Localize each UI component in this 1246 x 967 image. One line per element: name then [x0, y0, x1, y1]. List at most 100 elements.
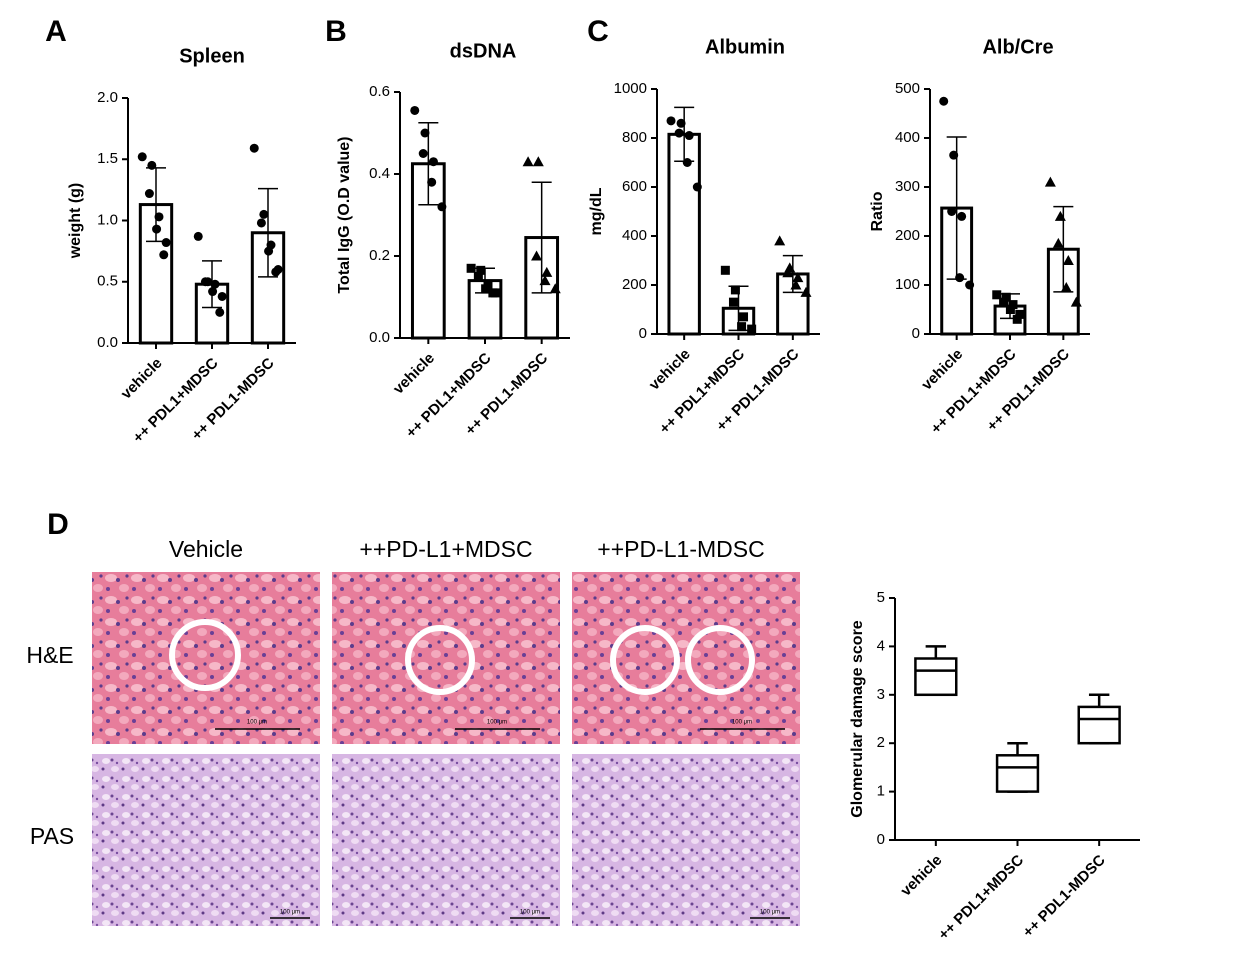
data-point — [488, 288, 498, 298]
data-point — [792, 272, 804, 283]
y-tick-label: 2 — [877, 734, 885, 751]
y-axis-label: weight (g) — [67, 183, 84, 260]
x-tick-label: ++ PDL1+MDSC — [935, 852, 1027, 944]
y-tick-label: 1000 — [614, 80, 647, 97]
data-point — [420, 128, 430, 138]
row-label: PAS — [30, 823, 74, 849]
data-point — [730, 285, 740, 295]
data-point — [782, 267, 794, 278]
data-point — [965, 280, 975, 290]
data-point — [1012, 314, 1022, 324]
data-point — [532, 156, 544, 167]
data-point — [999, 297, 1009, 307]
box — [995, 754, 1040, 793]
data-point — [418, 149, 428, 158]
data-point — [193, 231, 203, 241]
box — [1077, 705, 1121, 745]
error-bar — [418, 122, 439, 206]
data-point — [747, 324, 757, 334]
glomerulus — [610, 625, 680, 695]
he-image — [92, 572, 320, 744]
scale-bar-label: 100 μm — [760, 910, 780, 916]
data-point — [147, 160, 157, 170]
data-point — [957, 211, 967, 221]
data-point — [1008, 300, 1018, 310]
data-point — [674, 128, 684, 138]
data-point — [264, 246, 274, 256]
y-tick-label: 5 — [877, 589, 885, 606]
scale-bar-label: 100 μm — [732, 720, 752, 726]
data-point — [1044, 176, 1056, 187]
panel-label: A — [45, 15, 67, 48]
y-tick-label: 400 — [895, 129, 920, 146]
data-point — [476, 265, 486, 275]
pas-image — [92, 754, 320, 926]
data-point — [692, 182, 702, 192]
y-axis-label: mg/dL — [588, 187, 605, 235]
data-point — [1005, 305, 1015, 314]
data-point — [208, 287, 218, 297]
scale-bars: 100 μm 100 μm 100 μm 100 μm 100 μm 100 μ… — [215, 720, 790, 919]
histology-images — [92, 572, 800, 926]
data-point — [1015, 309, 1025, 319]
y-tick-label: 300 — [895, 178, 920, 195]
data-point — [720, 265, 730, 275]
y-tick-label: 500 — [895, 80, 920, 97]
x-tick-label: vehicle — [897, 852, 945, 900]
data-point — [256, 218, 266, 228]
column-label: Vehicle — [169, 536, 243, 562]
y-tick-label: 3 — [877, 686, 885, 703]
y-axis-label: Total IgG (O.D value) — [336, 136, 353, 293]
data-point — [666, 116, 676, 126]
y-tick-label: 800 — [622, 129, 647, 146]
data-point — [137, 152, 147, 162]
y-tick-label: 0 — [639, 325, 647, 342]
column-label: ++PD-L1+MDSC — [359, 536, 532, 562]
y-tick-label: 0.2 — [369, 247, 390, 264]
data-point — [410, 105, 420, 115]
data-point — [539, 275, 551, 286]
data-point — [1070, 296, 1082, 307]
data-point — [259, 209, 269, 219]
data-point — [947, 207, 957, 216]
x-tick-label: vehicle — [918, 346, 966, 394]
data-point — [152, 224, 162, 234]
data-point — [549, 283, 561, 294]
y-tick-label: 400 — [622, 227, 647, 244]
data-point — [200, 277, 210, 287]
y-tick-label: 0.5 — [97, 273, 118, 290]
data-point — [800, 286, 812, 297]
data-point — [481, 284, 491, 294]
data-point — [473, 272, 483, 281]
pas-image — [332, 754, 560, 926]
scale-bar-label: 100 μm — [520, 910, 540, 916]
chart-title: Albumin — [705, 36, 785, 58]
he-image — [332, 572, 560, 744]
data-point — [1052, 237, 1064, 248]
glomerulus — [685, 625, 755, 695]
data-point — [210, 279, 220, 289]
scale-bar-label: 100 μm — [487, 720, 507, 726]
y-tick-label: 1.0 — [97, 211, 118, 228]
panel-label: C — [587, 15, 609, 48]
pas-image — [572, 754, 800, 926]
y-axis-label: Ratio — [869, 191, 886, 231]
x-tick-label: ++ PDL1-MDSC — [1020, 852, 1109, 941]
data-point — [271, 267, 281, 277]
y-tick-label: 600 — [622, 178, 647, 195]
y-tick-label: 2.0 — [97, 89, 118, 106]
y-tick-label: 200 — [895, 227, 920, 244]
panel-label: B — [325, 15, 347, 48]
y-tick-label: 0.4 — [369, 165, 390, 182]
data-point — [437, 202, 447, 212]
data-point — [684, 131, 694, 141]
data-point — [682, 158, 692, 167]
y-tick-label: 100 — [895, 276, 920, 293]
data-point — [144, 189, 154, 199]
data-point — [161, 238, 171, 248]
y-tick-label: 0 — [912, 325, 920, 342]
x-tick-label: vehicle — [390, 350, 438, 398]
y-tick-label: 0 — [877, 831, 885, 848]
data-point — [531, 250, 543, 261]
